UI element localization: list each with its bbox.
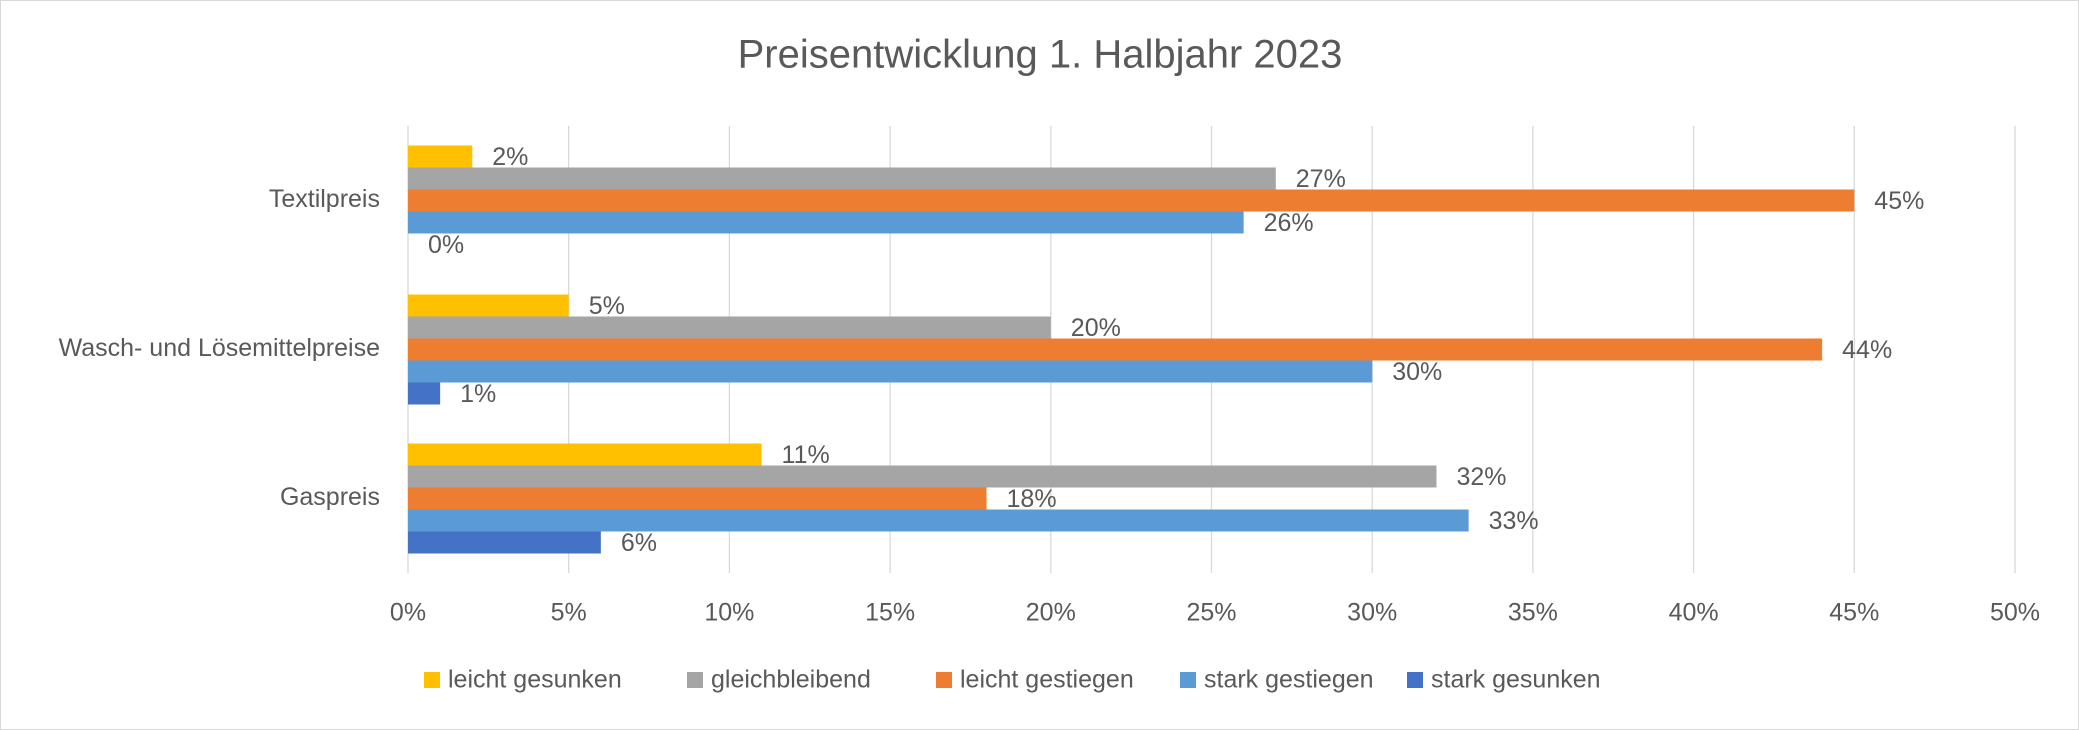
bar — [408, 211, 1244, 234]
legend-label: gleichbleibend — [711, 666, 871, 694]
value-label: 33% — [1489, 507, 1539, 535]
bar — [408, 294, 569, 317]
value-label: 27% — [1296, 165, 1346, 193]
value-label: 44% — [1842, 336, 1892, 364]
legend-swatch — [424, 672, 440, 688]
bar — [408, 443, 762, 466]
x-tick-label: 50% — [1990, 599, 2040, 627]
legend-swatch — [1407, 672, 1423, 688]
legend-label: leicht gestiegen — [960, 666, 1134, 694]
legend-swatch — [687, 672, 703, 688]
x-tick-label: 20% — [1026, 599, 1076, 627]
value-label: 5% — [589, 292, 625, 320]
x-tick-label: 30% — [1347, 599, 1397, 627]
value-label: 30% — [1392, 358, 1442, 386]
bar — [408, 338, 1823, 361]
y-tick-label: Wasch- und Lösemittelpreise — [59, 334, 380, 362]
x-tick-label: 25% — [1186, 599, 1236, 627]
bar — [408, 360, 1373, 383]
bar — [408, 509, 1469, 532]
y-tick-label: Textilpreis — [269, 185, 380, 213]
bar — [408, 531, 601, 554]
value-label: 18% — [1007, 485, 1057, 513]
value-label: 6% — [621, 529, 657, 557]
legend-swatch — [1180, 672, 1196, 688]
bar — [408, 189, 1855, 212]
value-label: 11% — [782, 441, 830, 469]
value-label: 32% — [1456, 463, 1506, 491]
bar — [408, 167, 1276, 190]
legend-label: leicht gesunken — [448, 666, 622, 694]
x-tick-label: 0% — [390, 599, 426, 627]
bar — [408, 382, 441, 405]
value-label: 26% — [1264, 209, 1314, 237]
value-label: 1% — [460, 380, 496, 408]
legend-swatch — [936, 672, 952, 688]
x-tick-label: 45% — [1829, 599, 1879, 627]
x-tick-label: 40% — [1669, 599, 1719, 627]
value-label: 0% — [428, 231, 464, 259]
x-tick-label: 5% — [551, 599, 587, 627]
value-label: 45% — [1874, 187, 1924, 215]
legend-label: stark gesunken — [1431, 666, 1601, 694]
x-tick-label: 10% — [704, 599, 754, 627]
chart-title: Preisentwicklung 1. Halbjahr 2023 — [738, 33, 1343, 77]
legend-label: stark gestiegen — [1204, 666, 1374, 694]
bar — [408, 145, 473, 168]
bar — [408, 487, 987, 510]
value-label: 20% — [1071, 314, 1121, 342]
value-label: 2% — [492, 143, 528, 171]
x-tick-label: 35% — [1508, 599, 1558, 627]
bar — [408, 316, 1051, 339]
x-tick-label: 15% — [865, 599, 915, 627]
bar — [408, 465, 1437, 488]
y-tick-label: Gaspreis — [280, 483, 380, 511]
